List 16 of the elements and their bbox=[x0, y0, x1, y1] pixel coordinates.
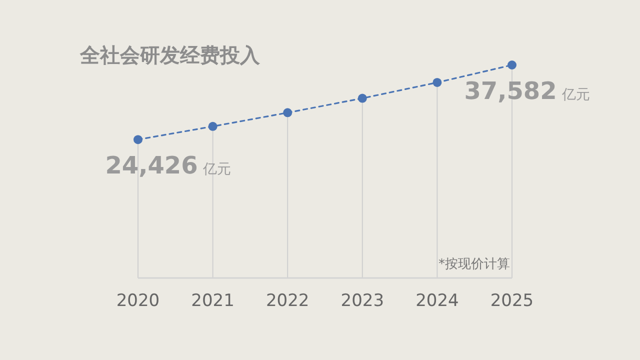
x-tick-label: 2023 bbox=[340, 291, 384, 311]
point bbox=[432, 78, 442, 87]
point bbox=[508, 60, 516, 70]
x-tick-label: 2024 bbox=[416, 291, 459, 311]
point bbox=[134, 135, 142, 144]
point bbox=[283, 108, 292, 118]
chart-title: 全社会研发经费投入 bbox=[79, 43, 261, 67]
x-tick-label: 2020 bbox=[116, 291, 160, 311]
data-label: 37,582 亿元 bbox=[464, 77, 590, 105]
text: *按现价计算 bbox=[438, 257, 510, 272]
point bbox=[208, 122, 218, 131]
x-tick-label: 2022 bbox=[266, 291, 310, 311]
x-tick-label: 2021 bbox=[191, 291, 234, 311]
point bbox=[358, 94, 367, 103]
data-label: 24,426 亿元 bbox=[105, 152, 231, 180]
x-tick-label: 2025 bbox=[490, 291, 534, 311]
